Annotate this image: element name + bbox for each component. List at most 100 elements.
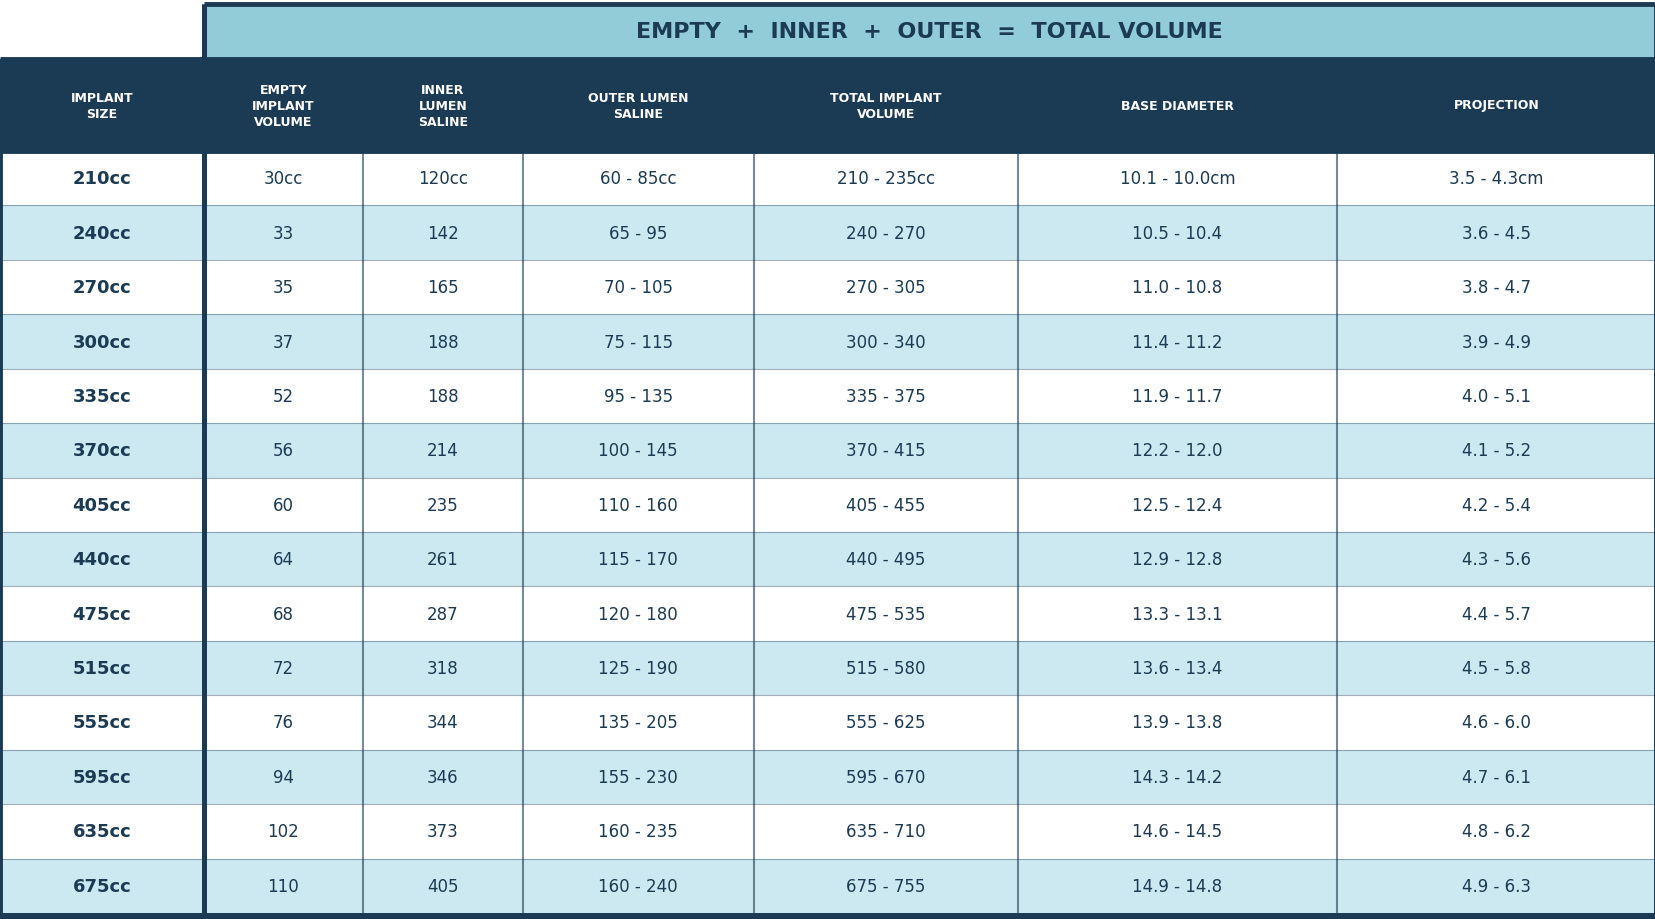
Text: 120 - 180: 120 - 180 <box>597 605 677 623</box>
Text: PROJECTION: PROJECTION <box>1453 99 1539 112</box>
Bar <box>0 641 1655 696</box>
Bar <box>0 261 1655 315</box>
Bar <box>0 804 1655 858</box>
Text: 287: 287 <box>427 605 458 623</box>
Bar <box>0 369 1655 424</box>
Text: 440cc: 440cc <box>73 550 131 569</box>
Text: 155 - 230: 155 - 230 <box>597 768 677 786</box>
Text: 13.9 - 13.8: 13.9 - 13.8 <box>1132 714 1221 732</box>
Text: 4.1 - 5.2: 4.1 - 5.2 <box>1461 442 1531 460</box>
Text: 14.9 - 14.8: 14.9 - 14.8 <box>1132 877 1221 895</box>
Text: 4.0 - 5.1: 4.0 - 5.1 <box>1461 388 1529 405</box>
Text: EMPTY  +  INNER  +  OUTER  =  TOTAL VOLUME: EMPTY + INNER + OUTER = TOTAL VOLUME <box>636 22 1223 42</box>
Text: 210cc: 210cc <box>73 170 131 188</box>
Text: OUTER LUMEN
SALINE: OUTER LUMEN SALINE <box>588 91 688 120</box>
Text: 142: 142 <box>427 224 458 243</box>
Text: 14.3 - 14.2: 14.3 - 14.2 <box>1132 768 1221 786</box>
Text: 3.5 - 4.3cm: 3.5 - 4.3cm <box>1448 170 1542 188</box>
Text: 3.8 - 4.7: 3.8 - 4.7 <box>1461 278 1529 297</box>
Text: 11.9 - 11.7: 11.9 - 11.7 <box>1132 388 1221 405</box>
Text: 94: 94 <box>273 768 293 786</box>
Text: 240cc: 240cc <box>73 224 131 243</box>
Text: 12.9 - 12.8: 12.9 - 12.8 <box>1132 550 1221 569</box>
Bar <box>0 478 1655 532</box>
Text: 405: 405 <box>427 877 458 895</box>
Text: 555cc: 555cc <box>73 714 131 732</box>
Text: 110: 110 <box>268 877 300 895</box>
Text: 56: 56 <box>273 442 293 460</box>
Text: INNER
LUMEN
SALINE: INNER LUMEN SALINE <box>417 84 468 129</box>
Text: 65 - 95: 65 - 95 <box>609 224 667 243</box>
Text: IMPLANT
SIZE: IMPLANT SIZE <box>71 91 132 120</box>
Text: 595 - 670: 595 - 670 <box>846 768 925 786</box>
Text: 4.5 - 5.8: 4.5 - 5.8 <box>1461 659 1529 677</box>
Text: 11.0 - 10.8: 11.0 - 10.8 <box>1132 278 1221 297</box>
Text: 10.5 - 10.4: 10.5 - 10.4 <box>1132 224 1221 243</box>
Text: 76: 76 <box>273 714 293 732</box>
Text: 555 - 625: 555 - 625 <box>846 714 925 732</box>
Text: 370 - 415: 370 - 415 <box>846 442 925 460</box>
Text: 68: 68 <box>273 605 293 623</box>
Text: 300cc: 300cc <box>73 333 131 351</box>
Text: 3.6 - 4.5: 3.6 - 4.5 <box>1461 224 1529 243</box>
Text: 10.1 - 10.0cm: 10.1 - 10.0cm <box>1119 170 1235 188</box>
Text: 235: 235 <box>427 496 458 515</box>
Bar <box>0 858 1655 913</box>
Text: BASE DIAMETER: BASE DIAMETER <box>1120 99 1233 112</box>
Text: 110 - 160: 110 - 160 <box>597 496 677 515</box>
Text: 210 - 235cc: 210 - 235cc <box>836 170 935 188</box>
Text: 12.5 - 12.4: 12.5 - 12.4 <box>1132 496 1221 515</box>
Text: 240 - 270: 240 - 270 <box>846 224 925 243</box>
Text: 188: 188 <box>427 333 458 351</box>
Text: 475 - 535: 475 - 535 <box>846 605 925 623</box>
Text: 70 - 105: 70 - 105 <box>604 278 672 297</box>
Text: 188: 188 <box>427 388 458 405</box>
Text: 515cc: 515cc <box>73 659 131 677</box>
Text: 635cc: 635cc <box>73 823 131 841</box>
Bar <box>0 424 1655 478</box>
Bar <box>0 913 1655 919</box>
Bar <box>0 696 1655 750</box>
Text: 675cc: 675cc <box>73 877 131 895</box>
Text: 13.3 - 13.1: 13.3 - 13.1 <box>1132 605 1221 623</box>
Text: 12.2 - 12.0: 12.2 - 12.0 <box>1132 442 1221 460</box>
Text: 11.4 - 11.2: 11.4 - 11.2 <box>1132 333 1221 351</box>
Bar <box>0 587 1655 641</box>
Text: 125 - 190: 125 - 190 <box>597 659 677 677</box>
Text: 4.9 - 6.3: 4.9 - 6.3 <box>1461 877 1529 895</box>
Text: 75 - 115: 75 - 115 <box>604 333 672 351</box>
Text: 3.9 - 4.9: 3.9 - 4.9 <box>1461 333 1529 351</box>
Text: 165: 165 <box>427 278 458 297</box>
Text: 4.3 - 5.6: 4.3 - 5.6 <box>1461 550 1529 569</box>
Bar <box>0 315 1655 369</box>
Text: 270cc: 270cc <box>73 278 131 297</box>
Text: 475cc: 475cc <box>73 605 131 623</box>
Text: 373: 373 <box>427 823 458 841</box>
Bar <box>0 532 1655 587</box>
Bar <box>204 5 1655 60</box>
Text: 344: 344 <box>427 714 458 732</box>
Text: 4.2 - 5.4: 4.2 - 5.4 <box>1461 496 1529 515</box>
Text: 515 - 580: 515 - 580 <box>846 659 925 677</box>
Text: 335cc: 335cc <box>73 388 131 405</box>
Text: 261: 261 <box>427 550 458 569</box>
Text: 64: 64 <box>273 550 293 569</box>
Text: 33: 33 <box>273 224 295 243</box>
Bar <box>0 60 1655 152</box>
Text: 60 - 85cc: 60 - 85cc <box>599 170 677 188</box>
Text: 30cc: 30cc <box>263 170 303 188</box>
Text: 335 - 375: 335 - 375 <box>846 388 925 405</box>
Text: 675 - 755: 675 - 755 <box>846 877 925 895</box>
Bar <box>0 206 1655 261</box>
Text: 440 - 495: 440 - 495 <box>846 550 925 569</box>
Text: 100 - 145: 100 - 145 <box>597 442 677 460</box>
Text: 214: 214 <box>427 442 458 460</box>
Text: 635 - 710: 635 - 710 <box>846 823 925 841</box>
Text: 37: 37 <box>273 333 293 351</box>
Text: 160 - 235: 160 - 235 <box>597 823 677 841</box>
Text: 60: 60 <box>273 496 293 515</box>
Text: 4.7 - 6.1: 4.7 - 6.1 <box>1461 768 1529 786</box>
Text: 52: 52 <box>273 388 293 405</box>
Text: 405 - 455: 405 - 455 <box>846 496 925 515</box>
Bar <box>0 750 1655 804</box>
